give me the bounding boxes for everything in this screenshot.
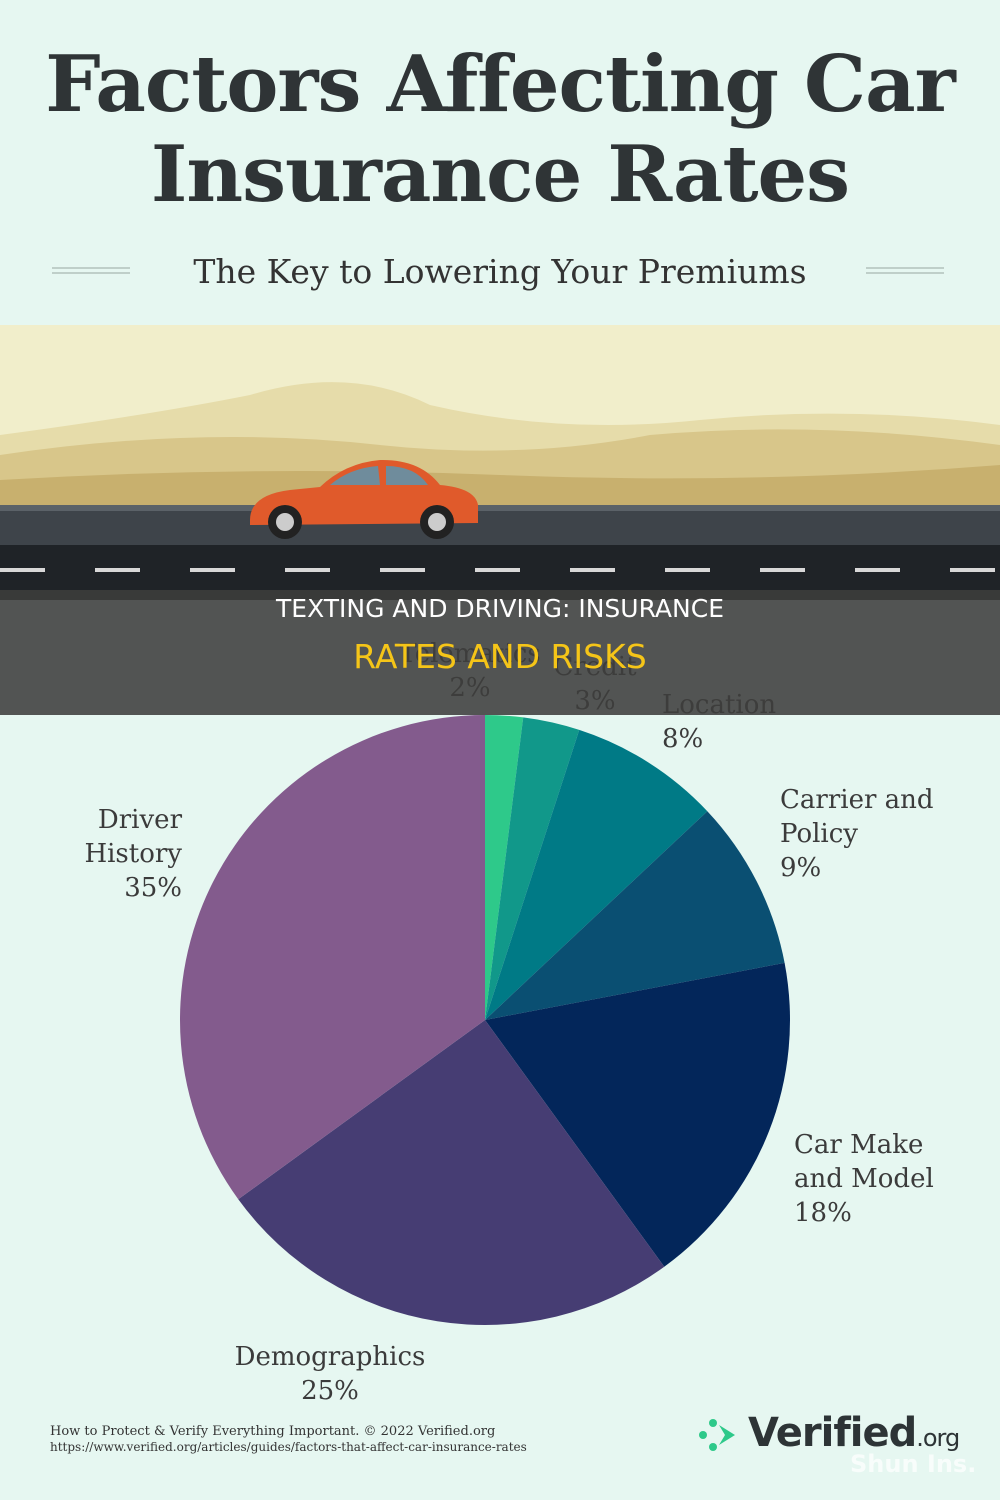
logo-suffix: .org	[916, 1424, 960, 1452]
value-label: 8%	[662, 724, 704, 754]
logo: Verified.org	[748, 1410, 960, 1456]
logo-icon	[699, 1419, 735, 1451]
pie-slice	[180, 715, 485, 1200]
credit: How to Protect & Verify Everything Impor…	[50, 1424, 496, 1439]
category-label: Driver History	[84, 805, 182, 869]
value-label: 9%	[780, 853, 822, 883]
slice-label: Car Make and Model 18%	[794, 1128, 974, 1230]
slice-label: Driver History 35%	[40, 803, 182, 905]
pie-slice	[485, 811, 785, 1020]
slice-label: Demographics 25%	[200, 1340, 460, 1408]
logo-name: Verified	[748, 1410, 917, 1456]
pie-slice	[485, 729, 708, 1020]
category-label: Carrier and Policy	[780, 785, 934, 849]
divider	[52, 267, 130, 274]
pie-slice	[485, 962, 790, 1267]
subtitle: The Key to Lowering Your Premiums	[193, 252, 807, 291]
category-label: Car Make and Model	[794, 1130, 934, 1194]
watermark: Shun Ins.	[850, 1450, 977, 1478]
value-label: 18%	[794, 1198, 852, 1228]
pie-slice	[485, 717, 580, 1020]
divider	[866, 267, 944, 274]
banner: TEXTING AND DRIVING: INSURANCE RATES AND…	[0, 590, 1000, 715]
banner-line: RATES AND RISKS	[353, 637, 647, 676]
source-url: https://www.verified.org/articles/guides…	[50, 1440, 527, 1454]
category-label: Demographics	[234, 1342, 426, 1372]
slice-label: Carrier and Policy 9%	[780, 783, 970, 885]
pie-slice	[238, 1020, 665, 1326]
value-label: 25%	[301, 1376, 359, 1406]
car	[250, 459, 478, 539]
value-label: 35%	[124, 873, 182, 903]
banner-line: TEXTING AND DRIVING: INSURANCE	[276, 594, 724, 623]
title: Factors Affecting Car Insurance Rates	[45, 39, 956, 220]
pie-slice	[485, 715, 524, 1020]
